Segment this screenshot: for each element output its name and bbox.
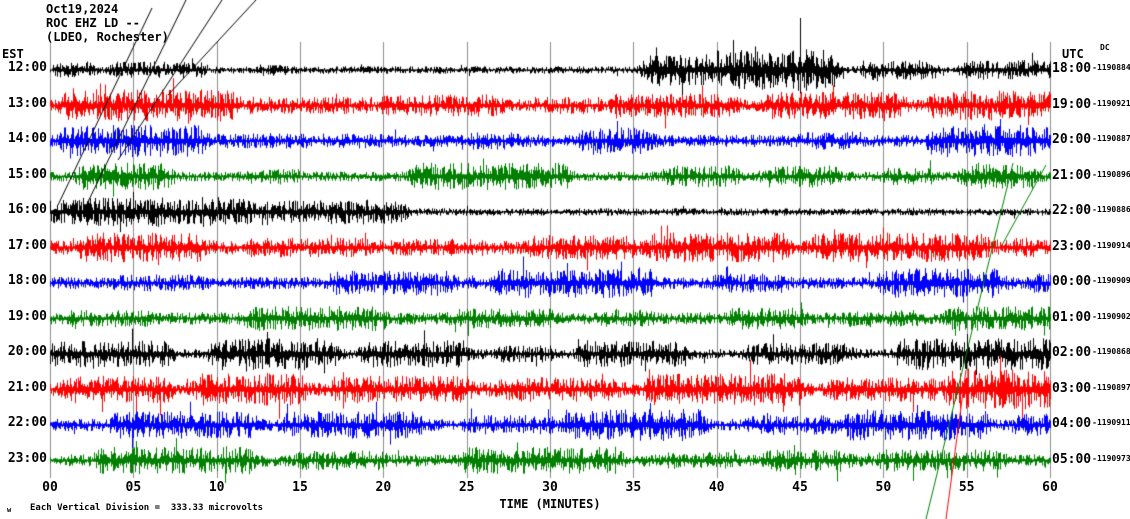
header-station: ROC EHZ LD -- — [46, 16, 140, 30]
x-tick-50: 50 — [875, 480, 892, 495]
trace-offset-code: -1190887 — [1092, 134, 1130, 143]
trace-offset-code: -1190886 — [1092, 205, 1130, 214]
trace-offset-code: -1190914 — [1092, 240, 1130, 250]
plot-header: Oct19,2024 ROC EHZ LD -- (LDEO, Rocheste… — [46, 2, 169, 44]
trace-offset-code: -1190868 — [1092, 347, 1130, 356]
x-tick-40: 40 — [708, 480, 725, 495]
trace-offset-code: -1190897 — [1092, 382, 1130, 392]
left-axis-title: EST — [2, 47, 24, 61]
right-axis-title: UTC — [1062, 47, 1084, 61]
x-tick-05: 05 — [125, 480, 142, 495]
x-tick-10: 10 — [208, 480, 225, 495]
utc-time-label: 00:00-1190909 — [1052, 274, 1130, 289]
trace-offset-code: -1190902 — [1092, 311, 1130, 321]
trace-offset-code: -1190921 — [1092, 98, 1130, 108]
x-tick-15: 15 — [292, 480, 308, 495]
utc-time-label: 19:00-1190921 — [1052, 96, 1130, 112]
header-date: Oct19,2024 — [46, 2, 119, 16]
x-axis-ticks: 00 05 10 15 20 25 30 35 40 45 50 55 60 — [0, 480, 1130, 496]
corner-mark: w — [7, 506, 12, 514]
trace-offset-code: -1190973 — [1092, 453, 1130, 463]
est-time-label: 19:00 — [7, 308, 47, 324]
utc-time-label: 20:00-1190887 — [1052, 132, 1130, 147]
trace-offset-code: -1190909 — [1092, 276, 1130, 285]
dc-label: DC — [1100, 43, 1110, 52]
utc-time-label: 04:00-1190911 — [1052, 416, 1130, 431]
est-time-label: 17:00 — [7, 237, 47, 253]
trace-offset-code: -1190896 — [1092, 169, 1130, 179]
utc-time-label: 18:00-1190884 — [1052, 61, 1130, 76]
trace-offset-code: -1190911 — [1092, 418, 1130, 427]
utc-time-label: 23:00-1190914 — [1052, 238, 1130, 254]
x-tick-55: 55 — [958, 480, 975, 495]
utc-time-label: 03:00-1190897 — [1052, 380, 1130, 396]
est-time-label: 13:00 — [7, 95, 47, 111]
est-time-label: 16:00 — [7, 202, 47, 217]
est-time-label: 18:00 — [7, 273, 47, 288]
x-tick-25: 25 — [458, 480, 475, 495]
utc-time-label: 22:00-1190886 — [1052, 203, 1130, 218]
utc-time-label: 02:00-1190868 — [1052, 345, 1130, 360]
est-time-label: 12:00 — [7, 60, 47, 75]
x-tick-30: 30 — [542, 480, 558, 495]
est-time-label: 15:00 — [7, 166, 47, 182]
est-time-label: 21:00 — [7, 379, 47, 395]
x-axis-title: TIME (MINUTES) — [499, 497, 601, 511]
utc-time-label: 05:00-1190973 — [1052, 451, 1130, 467]
est-time-label: 23:00 — [7, 450, 47, 466]
header-network: (LDEO, Rochester) — [46, 30, 169, 44]
est-time-label: 22:00 — [7, 415, 47, 430]
x-tick-20: 20 — [375, 480, 392, 495]
utc-time-label: 21:00-1190896 — [1052, 167, 1130, 183]
x-tick-60: 60 — [1042, 480, 1058, 495]
est-time-label: 14:00 — [7, 131, 47, 146]
x-tick-00: 00 — [42, 480, 58, 495]
trace-offset-code: -1190884 — [1092, 63, 1130, 72]
scale-note: Each Vertical Division = 333.33 microvol… — [30, 503, 263, 513]
x-tick-45: 45 — [792, 480, 808, 495]
x-tick-35: 35 — [625, 480, 642, 495]
utc-time-label: 01:00-1190902 — [1052, 309, 1130, 325]
est-time-label: 20:00 — [7, 344, 47, 359]
